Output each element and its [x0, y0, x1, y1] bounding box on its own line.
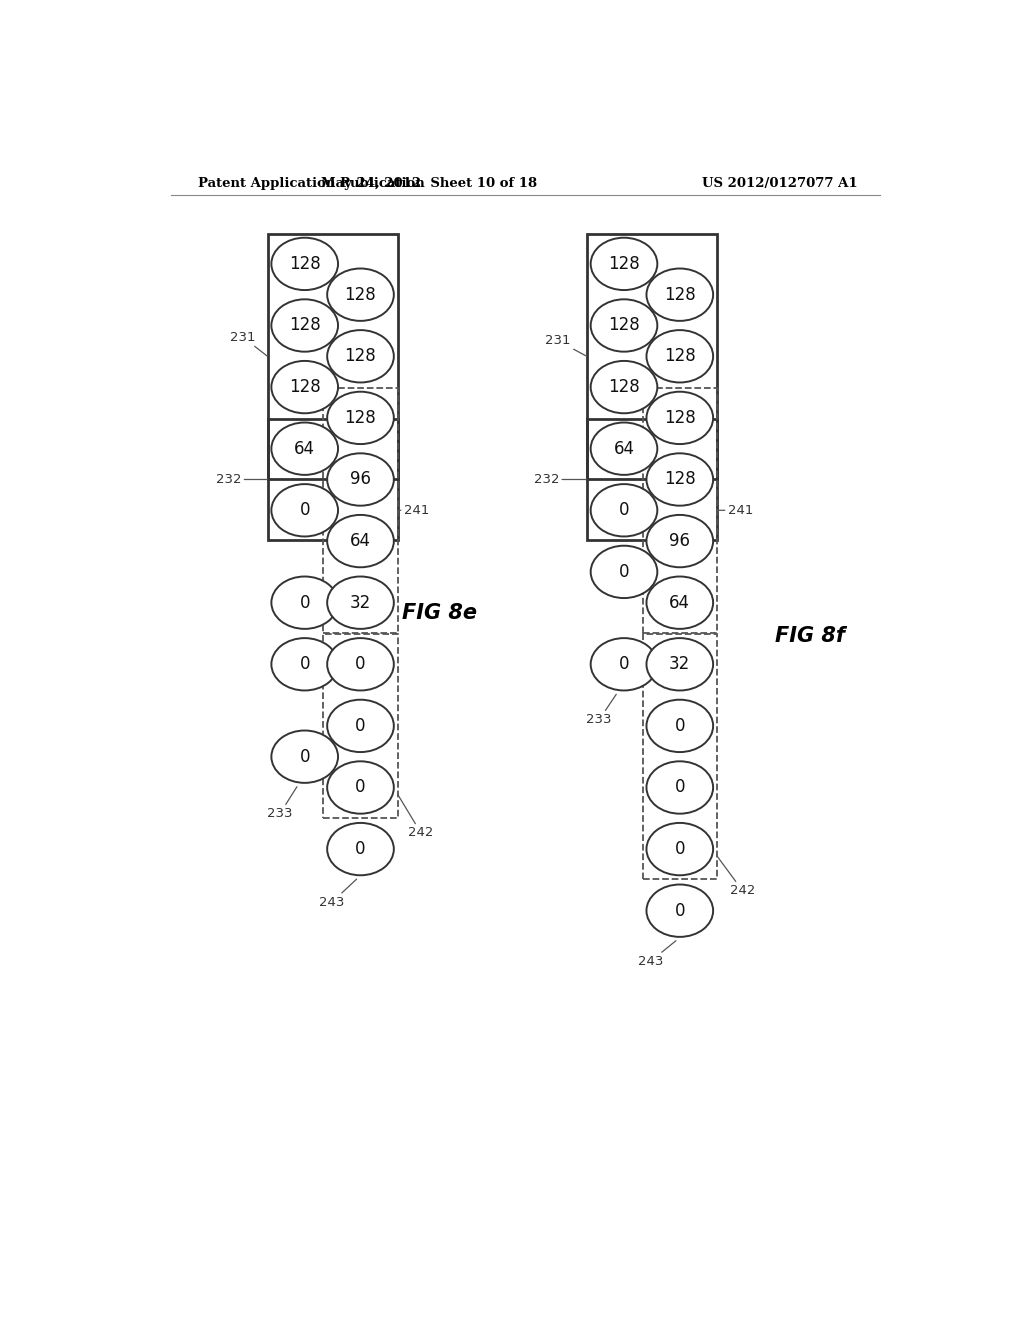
Text: 241: 241 [717, 504, 753, 517]
Ellipse shape [328, 577, 394, 628]
Text: 128: 128 [608, 317, 640, 334]
Bar [267, 234, 397, 479]
Ellipse shape [646, 268, 713, 321]
Ellipse shape [591, 238, 657, 290]
Text: 0: 0 [675, 840, 685, 858]
Text: Patent Application Publication: Patent Application Publication [198, 177, 425, 190]
Ellipse shape [271, 422, 338, 475]
Ellipse shape [328, 392, 394, 444]
Ellipse shape [591, 360, 657, 413]
Text: 96: 96 [670, 532, 690, 550]
Text: 128: 128 [289, 378, 321, 396]
Ellipse shape [591, 300, 657, 351]
Text: 233: 233 [587, 694, 616, 726]
Ellipse shape [646, 822, 713, 875]
Bar [643, 635, 717, 879]
Text: 64: 64 [294, 440, 315, 458]
Text: 0: 0 [675, 717, 685, 735]
Ellipse shape [271, 638, 338, 690]
Text: 128: 128 [345, 285, 377, 304]
Ellipse shape [646, 638, 713, 690]
Ellipse shape [646, 330, 713, 383]
Text: 32: 32 [669, 655, 690, 673]
Ellipse shape [271, 360, 338, 413]
Bar [643, 388, 717, 632]
Bar [267, 418, 397, 540]
Text: 242: 242 [397, 795, 433, 840]
Text: 128: 128 [608, 378, 640, 396]
Text: FIG 8e: FIG 8e [402, 603, 477, 623]
Ellipse shape [646, 577, 713, 628]
Text: 128: 128 [345, 347, 377, 366]
Ellipse shape [646, 453, 713, 506]
Text: 96: 96 [350, 470, 371, 488]
Ellipse shape [328, 268, 394, 321]
Text: US 2012/0127077 A1: US 2012/0127077 A1 [701, 177, 857, 190]
Text: 242: 242 [717, 857, 756, 898]
Ellipse shape [328, 515, 394, 568]
Text: 0: 0 [299, 655, 310, 673]
Text: 0: 0 [299, 747, 310, 766]
Ellipse shape [328, 453, 394, 506]
Text: 0: 0 [618, 655, 630, 673]
Text: 0: 0 [618, 502, 630, 519]
Ellipse shape [271, 577, 338, 628]
Ellipse shape [646, 700, 713, 752]
Text: 64: 64 [670, 594, 690, 611]
Ellipse shape [328, 638, 394, 690]
Ellipse shape [271, 238, 338, 290]
Text: 64: 64 [350, 532, 371, 550]
Text: 128: 128 [664, 347, 695, 366]
Ellipse shape [591, 545, 657, 598]
Text: 0: 0 [299, 502, 310, 519]
Text: 128: 128 [608, 255, 640, 273]
Text: 128: 128 [289, 255, 321, 273]
Text: 128: 128 [664, 285, 695, 304]
Text: 128: 128 [345, 409, 377, 426]
Ellipse shape [328, 822, 394, 875]
Text: 231: 231 [546, 334, 587, 356]
Ellipse shape [591, 638, 657, 690]
Ellipse shape [271, 484, 338, 536]
Text: 0: 0 [675, 902, 685, 920]
Ellipse shape [646, 762, 713, 813]
Text: 0: 0 [355, 840, 366, 858]
Text: 243: 243 [319, 879, 356, 908]
Text: FIG 8f: FIG 8f [775, 626, 845, 645]
Bar [324, 635, 397, 817]
Text: 232: 232 [216, 473, 267, 486]
Text: 128: 128 [664, 470, 695, 488]
Ellipse shape [328, 700, 394, 752]
Text: 64: 64 [613, 440, 635, 458]
Text: 0: 0 [675, 779, 685, 796]
Text: 0: 0 [355, 779, 366, 796]
Text: 128: 128 [664, 409, 695, 426]
Text: 232: 232 [534, 473, 587, 486]
Ellipse shape [271, 300, 338, 351]
Text: 0: 0 [355, 717, 366, 735]
Text: 243: 243 [638, 941, 676, 968]
Text: May 24, 2012  Sheet 10 of 18: May 24, 2012 Sheet 10 of 18 [321, 177, 537, 190]
Ellipse shape [591, 422, 657, 475]
Text: 233: 233 [267, 787, 297, 820]
Ellipse shape [646, 515, 713, 568]
Ellipse shape [646, 392, 713, 444]
Ellipse shape [591, 484, 657, 536]
Text: 128: 128 [289, 317, 321, 334]
Text: 241: 241 [397, 504, 429, 517]
Text: 32: 32 [350, 594, 371, 611]
Text: 0: 0 [618, 562, 630, 581]
Bar [324, 388, 397, 632]
Ellipse shape [328, 762, 394, 813]
Bar [587, 234, 717, 479]
Ellipse shape [328, 330, 394, 383]
Bar [587, 418, 717, 540]
Text: 231: 231 [230, 330, 267, 356]
Ellipse shape [646, 884, 713, 937]
Ellipse shape [271, 730, 338, 783]
Text: 0: 0 [299, 594, 310, 611]
Text: 0: 0 [355, 655, 366, 673]
